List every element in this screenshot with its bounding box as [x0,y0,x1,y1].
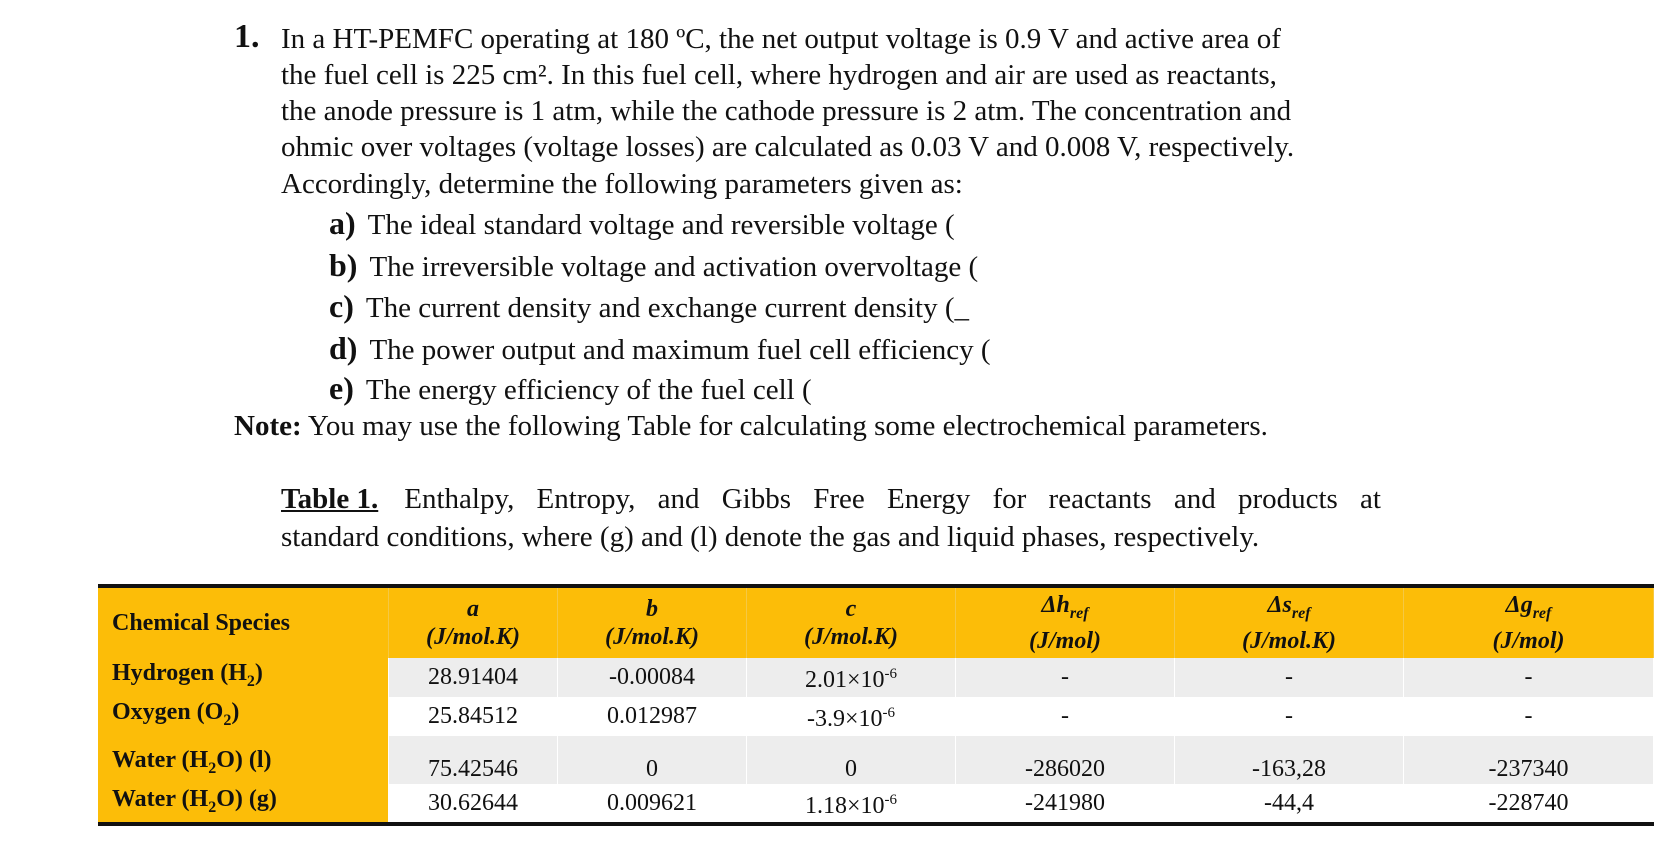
species-cell: Water (H2O) (g) [98,783,389,825]
question-number: 1. [234,18,260,55]
header-s: Δsref (J/mol.K) [1174,586,1404,658]
cell-g: - [1403,658,1654,697]
header-s-subscript: ref [1291,604,1311,622]
subitem-text: The current density and exchange current… [365,292,969,324]
note-label: Note: [234,410,302,442]
species-cell: Oxygen (O2) [98,696,389,736]
header-c-unit: (J/mol.K) [804,624,898,650]
species-cell: Water (H2O) (l) [98,735,389,784]
cell-s: - [1174,658,1404,697]
note: Note: You may use the following Table fo… [234,407,1268,445]
caption-text-1: Enthalpy, Entropy, and Gibbs Free Energy… [404,483,1381,515]
header-b-unit: (J/mol.K) [605,624,699,650]
caption-label: Table 1. [281,483,379,515]
cell-s: -44,4 [1174,783,1404,825]
cell-a: 75.42546 [388,735,558,784]
subitem-c: c) The current density and exchange curr… [329,288,969,325]
subitem-label: a) [329,205,356,241]
cell-s: - [1174,696,1404,736]
cell-b: 0.009621 [557,783,747,825]
cell-a: 30.62644 [388,783,558,825]
header-h: Δhref (J/mol) [955,586,1175,658]
cell-h: - [955,696,1175,736]
properties-table: Chemical Species a (J/mol.K) b (J/mol.K)… [98,584,1654,827]
cell-c: 0 [746,735,956,784]
table-row: Hydrogen (H2) 28.91404 -0.00084 2.01×10-… [98,658,1654,697]
cell-c: 2.01×10-6 [746,658,956,697]
subitem-text: The power output and maximum fuel cell e… [369,334,991,366]
cell-c: 1.18×10-6 [746,783,956,825]
question-line-2: the fuel cell is 225 cm². In this fuel c… [281,59,1277,91]
question-line-5: Accordingly, determine the following par… [281,168,963,200]
caption-line-2: standard conditions, where (g) and (l) d… [281,521,1260,553]
header-s-symbol: Δs [1267,591,1292,618]
note-text: You may use the following Table for calc… [307,410,1268,442]
header-g-unit: (J/mol) [1492,628,1565,655]
subitem-label: d) [329,330,358,366]
cell-g: -237340 [1403,735,1654,784]
cell-g: - [1403,696,1654,736]
subitem-label: e) [329,370,354,406]
cell-a: 25.84512 [388,696,558,736]
question-line-4: ohmic over voltages (voltage losses) are… [281,131,1295,163]
cell-b: -0.00084 [557,658,747,697]
table-header-row: Chemical Species a (J/mol.K) b (J/mol.K)… [98,586,1654,658]
caption-line-1: Table 1. Enthalpy, Entropy, and Gibbs Fr… [281,480,1381,518]
header-g: Δgref (J/mol) [1403,586,1654,658]
cell-a: 28.91404 [388,658,558,697]
cell-h: - [955,658,1175,697]
cell-h: -286020 [955,735,1175,784]
table-row: Water (H2O) (l) 75.42546 0 0 -286020 -16… [98,735,1654,784]
header-c: c (J/mol.K) [746,586,956,658]
header-h-unit: (J/mol) [1029,628,1101,655]
header-g-symbol: Δg [1505,591,1533,618]
cell-g: -228740 [1403,783,1654,825]
header-a-symbol: a [467,596,479,622]
header-g-subscript: ref [1532,604,1552,622]
header-a-unit: (J/mol.K) [426,624,520,650]
header-species: Chemical Species [98,586,389,658]
subitem-label: c) [329,288,354,324]
header-h-symbol: Δh [1041,591,1070,618]
cell-h: -241980 [955,783,1175,825]
header-c-symbol: c [845,596,857,622]
subitem-text: The irreversible voltage and activation … [369,251,979,283]
cell-b: 0 [557,735,747,784]
subitem-a: a) The ideal standard voltage and revers… [329,205,955,242]
subitem-text: The energy efficiency of the fuel cell ( [365,374,812,406]
subitem-d: d) The power output and maximum fuel cel… [329,330,991,367]
table-caption: Table 1. Enthalpy, Entropy, and Gibbs Fr… [281,480,1381,556]
subitem-e: e) The energy efficiency of the fuel cel… [329,370,812,407]
question-line-1: In a HT-PEMFC operating at 180 ºC, the n… [281,23,1281,55]
cell-s: -163,28 [1174,735,1404,784]
table-row: Oxygen (O2) 25.84512 0.012987 -3.9×10-6 … [98,696,1654,736]
cell-b: 0.012987 [557,696,747,736]
cell-c: -3.9×10-6 [746,696,956,736]
header-a: a (J/mol.K) [388,586,558,658]
subitem-b: b) The irreversible voltage and activati… [329,247,978,284]
table-row: Water (H2O) (g) 30.62644 0.009621 1.18×1… [98,783,1654,825]
header-s-unit: (J/mol.K) [1242,628,1336,655]
header-h-subscript: ref [1069,604,1089,622]
subitem-text: The ideal standard voltage and reversibl… [367,209,955,241]
header-b: b (J/mol.K) [557,586,747,658]
question-line-3: the anode pressure is 1 atm, while the c… [281,95,1292,127]
subitem-label: b) [329,247,358,283]
species-cell: Hydrogen (H2) [98,658,389,697]
header-b-symbol: b [646,596,658,622]
